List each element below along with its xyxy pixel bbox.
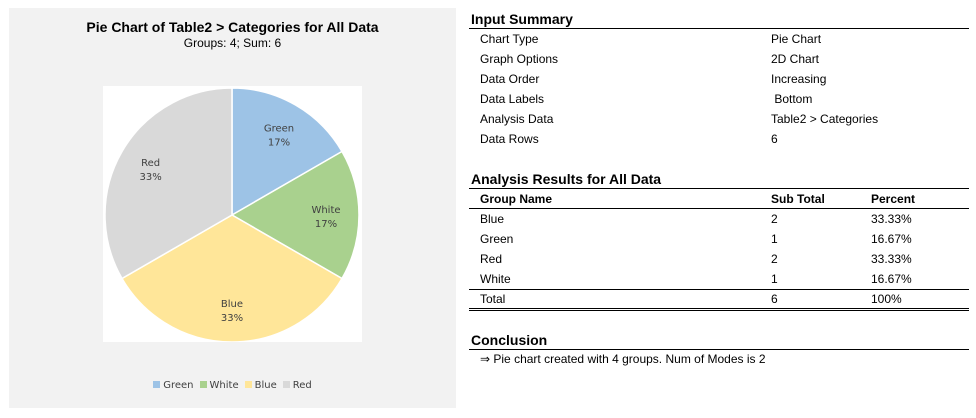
input-summary-row: Data Order Increasing xyxy=(469,69,969,89)
chart-title: Pie Chart of Table2 > Categories for All… xyxy=(86,19,379,35)
column-header-sub-total: Sub Total xyxy=(771,192,825,206)
legend-swatch xyxy=(153,381,161,388)
conclusion-section: Conclusion ⇒ Pie chart created with 4 gr… xyxy=(469,331,969,368)
table-row: Green 1 16.67% xyxy=(469,229,969,249)
group-name-cell: Blue xyxy=(480,212,505,226)
input-summary-label: Data Labels xyxy=(480,92,545,106)
column-header-percent: Percent xyxy=(871,192,916,206)
input-summary-label: Data Rows xyxy=(480,132,539,146)
conclusion-text: ⇒ Pie chart created with 4 groups. Num o… xyxy=(480,352,766,366)
slice-label-name: Green xyxy=(264,124,294,135)
slice-label-name: Blue xyxy=(221,299,243,310)
chart-panel: Pie Chart of Table2 > Categories for All… xyxy=(9,8,456,408)
chart-subtitle: Groups: 4; Sum: 6 xyxy=(183,36,282,50)
pie-slice-green xyxy=(231,87,344,217)
input-summary-label: Analysis Data xyxy=(480,112,554,126)
legend-label: White xyxy=(209,380,239,391)
total-sub-total: 6 xyxy=(771,292,778,306)
input-summary-value: 6 xyxy=(771,132,778,146)
table-row: Red 2 33.33% xyxy=(469,249,969,269)
input-summary-label: Chart Type xyxy=(480,32,539,46)
input-summary-value: Table2 > Categories xyxy=(771,112,879,126)
table-row: White 1 16.67% xyxy=(469,269,969,289)
group-name-cell: Red xyxy=(480,252,503,266)
legend-item-red: Red xyxy=(282,380,312,391)
legend-swatch xyxy=(282,381,290,388)
legend-label: Blue xyxy=(254,380,277,391)
input-summary-value: Bottom xyxy=(771,92,813,106)
legend-label: Green xyxy=(163,380,194,391)
plot-area: Green 17% White 17% Blue 33% Red 33% xyxy=(103,86,362,342)
pie-slice-white xyxy=(230,150,360,280)
column-header-group-name: Group Name xyxy=(480,192,553,206)
percent-cell: 33.33% xyxy=(871,252,912,266)
input-summary-section: Input Summary Chart Type Pie Chart Graph O… xyxy=(469,10,969,149)
percent-cell: 33.33% xyxy=(871,212,912,226)
pie-chart: Green 17% White 17% Blue 33% Red 33% xyxy=(104,87,360,342)
chart-legend: Green White Blue Red xyxy=(9,380,456,391)
input-summary-header: Input Summary xyxy=(469,10,969,29)
input-summary-row: Chart Type Pie Chart xyxy=(469,29,969,49)
legend-item-blue: Blue xyxy=(244,380,277,391)
sub-total-cell: 2 xyxy=(771,212,778,226)
input-summary-label: Data Order xyxy=(480,72,540,86)
group-name-cell: Green xyxy=(480,232,514,246)
legend-swatch xyxy=(244,381,252,388)
total-percent: 100% xyxy=(871,292,902,306)
pie-slice-red xyxy=(104,87,233,280)
input-summary-label: Graph Options xyxy=(480,52,559,66)
input-summary-row: Graph Options 2D Chart xyxy=(469,49,969,69)
total-row: Total 6 100% xyxy=(469,289,969,311)
analysis-column-headers: Group Name Sub Total Percent xyxy=(469,189,969,209)
conclusion-header: Conclusion xyxy=(469,331,969,350)
slice-label-percent: 17% xyxy=(315,219,337,230)
table-row: Blue 2 33.33% xyxy=(469,209,969,229)
slice-label-percent: 17% xyxy=(268,138,290,149)
analysis-results-section: Analysis Results for All Data Group Name… xyxy=(469,170,969,311)
legend-item-green: Green xyxy=(153,380,194,391)
slice-label-name: White xyxy=(311,205,340,216)
input-summary-value: Pie Chart xyxy=(771,32,822,46)
input-summary-row: Analysis Data Table2 > Categories xyxy=(469,109,969,129)
total-label: Total xyxy=(480,292,506,306)
legend-item-white: White xyxy=(199,380,239,391)
slice-label-percent: 33% xyxy=(221,313,243,324)
input-summary-row: Data Labels Bottom xyxy=(469,89,969,109)
input-summary-value: Increasing xyxy=(771,72,827,86)
sub-total-cell: 2 xyxy=(771,252,778,266)
legend-label: Red xyxy=(292,380,312,391)
pie-slice-blue xyxy=(120,214,344,342)
legend-swatch xyxy=(199,381,207,388)
analysis-results-header: Analysis Results for All Data xyxy=(469,170,969,189)
percent-cell: 16.67% xyxy=(871,232,912,246)
sub-total-cell: 1 xyxy=(771,272,778,286)
input-summary-value: 2D Chart xyxy=(771,52,820,66)
conclusion-text-row: ⇒ Pie chart created with 4 groups. Num o… xyxy=(469,350,969,368)
sub-total-cell: 1 xyxy=(771,232,778,246)
slice-label-name: Red xyxy=(141,158,160,169)
slice-label-percent: 33% xyxy=(139,172,161,183)
percent-cell: 16.67% xyxy=(871,272,912,286)
input-summary-row: Data Rows 6 xyxy=(469,129,969,149)
group-name-cell: White xyxy=(480,272,511,286)
